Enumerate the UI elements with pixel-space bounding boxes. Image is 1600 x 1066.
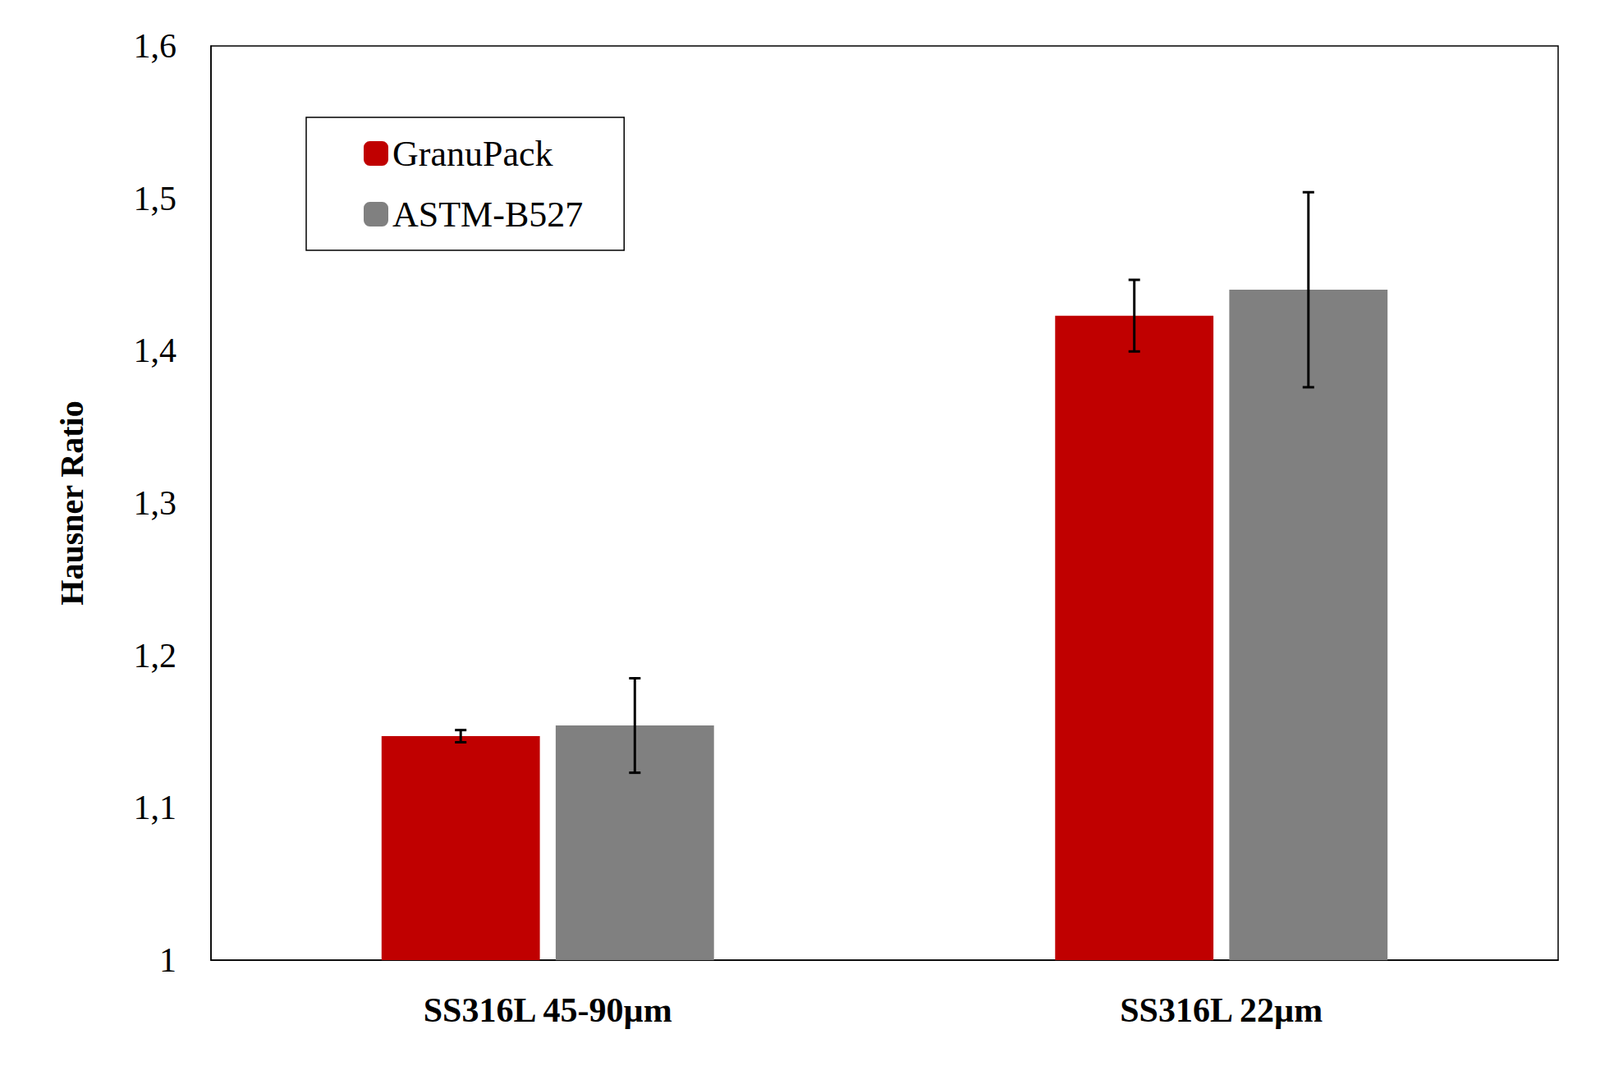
svg-text:1,1: 1,1	[133, 788, 178, 827]
svg-text:1,2: 1,2	[133, 637, 178, 675]
svg-text:1,5: 1,5	[133, 179, 178, 218]
svg-text:GranuPack: GranuPack	[392, 133, 554, 175]
svg-text:1,6: 1,6	[133, 27, 178, 65]
svg-text:1: 1	[159, 941, 177, 980]
svg-text:Hausner Ratio: Hausner Ratio	[53, 400, 91, 606]
svg-text:1,3: 1,3	[133, 484, 178, 523]
svg-text:ASTM-B527: ASTM-B527	[392, 194, 583, 235]
svg-text:1,4: 1,4	[133, 331, 178, 370]
svg-text:SS316L 45-90µm: SS316L 45-90µm	[423, 991, 673, 1030]
svg-text:SS316L 22µm: SS316L 22µm	[1119, 991, 1323, 1030]
